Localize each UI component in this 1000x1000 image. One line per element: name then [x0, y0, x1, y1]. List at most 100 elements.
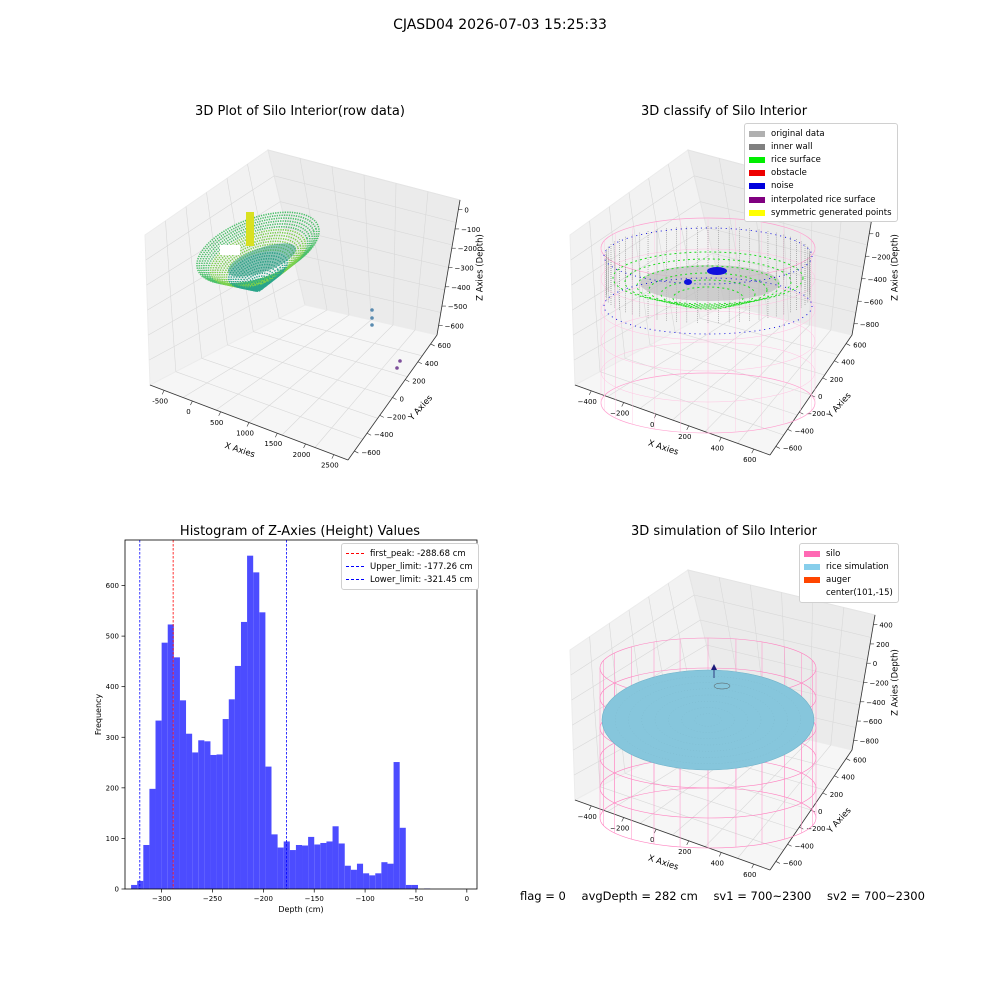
panel4-z-tick-label: 0 [873, 660, 877, 668]
histogram-bar [405, 884, 412, 889]
panel4-rice-mesh [615, 676, 801, 764]
histogram-bar [271, 834, 278, 889]
panel2-y-axis-label: Y Axies [825, 390, 854, 421]
panel1-x-tick-label: 500 [210, 419, 223, 427]
panel2-y-tick-label: 600 [853, 342, 866, 350]
panel4-x-tick-label: −200 [610, 825, 629, 833]
panel2-title: 3D classify of Silo Interior [640, 104, 808, 119]
histogram-x-tick-label: −200 [254, 895, 273, 903]
panel2-z-tick-label: 0 [875, 231, 879, 239]
histogram-bars [131, 555, 431, 889]
panel1-x-tick [190, 400, 193, 406]
histogram-bar [289, 850, 296, 889]
panel1-x-axis-label: X Axies [223, 441, 256, 460]
histogram-bar [399, 827, 406, 889]
panel2-3d-plot: −400 −200 0 200 400 600 600 400 200 0 −200 −400 −600… [569, 149, 901, 464]
panel2-z-tick-label: −400 [868, 276, 887, 284]
panel2-y-tick-label: 0 [818, 393, 822, 401]
panel1-scan-surface [196, 211, 320, 293]
panel2-legend-entry: noise [749, 180, 892, 193]
panel1-title: 3D Plot of Silo Interior(row data) [195, 104, 405, 119]
panel2-legend-label: original data [771, 128, 825, 139]
panel1-y-tick-label: 400 [425, 360, 438, 368]
panel1-y-tick [405, 379, 410, 382]
panel2-x-axis-label: X Axies [647, 438, 680, 457]
panel2-noise-cluster [707, 267, 727, 275]
histogram-bar [228, 699, 235, 889]
panel2-legend-label: rice surface [771, 154, 821, 165]
panel1-y-tick-label: 600 [438, 342, 451, 350]
panel2-legend-label: obstacle [771, 168, 807, 179]
panel1-outlier-point [370, 308, 374, 312]
panel2-y-tick [846, 343, 851, 346]
panel2-legend-swatch [749, 196, 765, 203]
histogram-bar [277, 847, 284, 889]
histogram-bar [155, 720, 162, 889]
histogram-bar [381, 862, 388, 889]
panel2-x-axis-line [574, 384, 771, 456]
histogram-bar [253, 572, 260, 889]
panel2-z-tick-label: −800 [860, 321, 879, 329]
histogram-legend-entry: Upper_limit: -177.26 cm [346, 560, 473, 573]
panel4-legend-entry: center(101,-15) [804, 587, 893, 600]
panel4-z-tick-label: −600 [863, 718, 882, 726]
histogram-legend-entry: Lower_limit: -321.45 cm [346, 573, 473, 586]
panel2-rice-surface [672, 286, 744, 310]
panel4-y-tick-label: 400 [841, 774, 854, 782]
panel2-y-tick [822, 377, 827, 381]
panel4-z-tick-label: −800 [860, 737, 879, 745]
panel1-y-tick [430, 343, 435, 347]
panel4-z-axis-label: Z Axies (Depth) [891, 649, 901, 716]
histogram-y-tick-label: 200 [106, 784, 119, 792]
panel2-rice-surface [660, 279, 756, 309]
panel4-rice-mesh [681, 707, 735, 733]
panel1-z-tick-label: −500 [448, 303, 467, 311]
histogram-bar [137, 880, 144, 889]
panel1-y-tick [417, 361, 423, 365]
footer-stats: flag = 0 avgDepth = 282 cm sv1 = 700~230… [520, 889, 925, 903]
panel2-y-tick-label: −200 [806, 410, 825, 418]
panel4-x-axis-label: X Axies [647, 853, 680, 872]
panel2-rice-surface [636, 265, 780, 307]
panel4-rice-mesh [694, 713, 722, 727]
panel1-y-axis-label: Y Axies [406, 393, 435, 424]
histogram-bar [222, 719, 229, 889]
histogram-frame [124, 539, 478, 890]
panel1-z-tick-label: −300 [455, 265, 474, 273]
histogram-bar [240, 621, 248, 889]
panel1-x-tick [331, 454, 335, 459]
panel2-z-axis-label: Z Axies (Depth) [891, 234, 901, 301]
panel1-x-tick [218, 411, 221, 416]
histogram-x-axis-label: Depth (cm) [278, 905, 323, 914]
panel1-x-tick-label: 2500 [321, 462, 339, 470]
panel4-y-tick [775, 861, 780, 864]
panel2-legend-swatch [749, 156, 765, 163]
panel2-legend-label: symmetric generated points [771, 207, 892, 218]
histogram-bar [314, 844, 321, 889]
panel4-x-tick [621, 817, 625, 822]
panel1-outlier-point [370, 323, 374, 327]
histogram-bar [308, 836, 315, 889]
panel1-y-tick [366, 432, 372, 436]
panel1-grid-line [298, 278, 441, 313]
histogram-bar [192, 752, 199, 889]
panel2-legend-entry: original data [749, 127, 892, 140]
histogram-y-tick-label: 400 [106, 683, 119, 691]
panel2-x-tick-label: 0 [650, 421, 654, 429]
histogram-bar [320, 842, 327, 889]
panel4-auger-path [713, 682, 731, 690]
panel4-legend-entry: auger [804, 573, 893, 586]
panel4-legend-label: auger [826, 574, 851, 585]
histogram-bar [161, 642, 168, 889]
histogram-bar [143, 844, 150, 889]
panel2-grid-line [699, 318, 839, 356]
panel4-x-tick-label: 200 [678, 848, 691, 856]
panel4-legend-label: rice simulation [826, 561, 889, 572]
panel1-scan-ring [203, 220, 313, 286]
panel4-z-tick-label: 200 [876, 641, 889, 649]
panel4-3d-plot: −400 −200 0 200 400 600 600 400 200 0 −200 −400 −600… [569, 569, 901, 879]
histogram-y-tick-label: 0 [115, 886, 119, 894]
panel4-y-tick [834, 775, 839, 778]
histogram-bar [204, 741, 211, 889]
histogram-bar [375, 873, 382, 889]
